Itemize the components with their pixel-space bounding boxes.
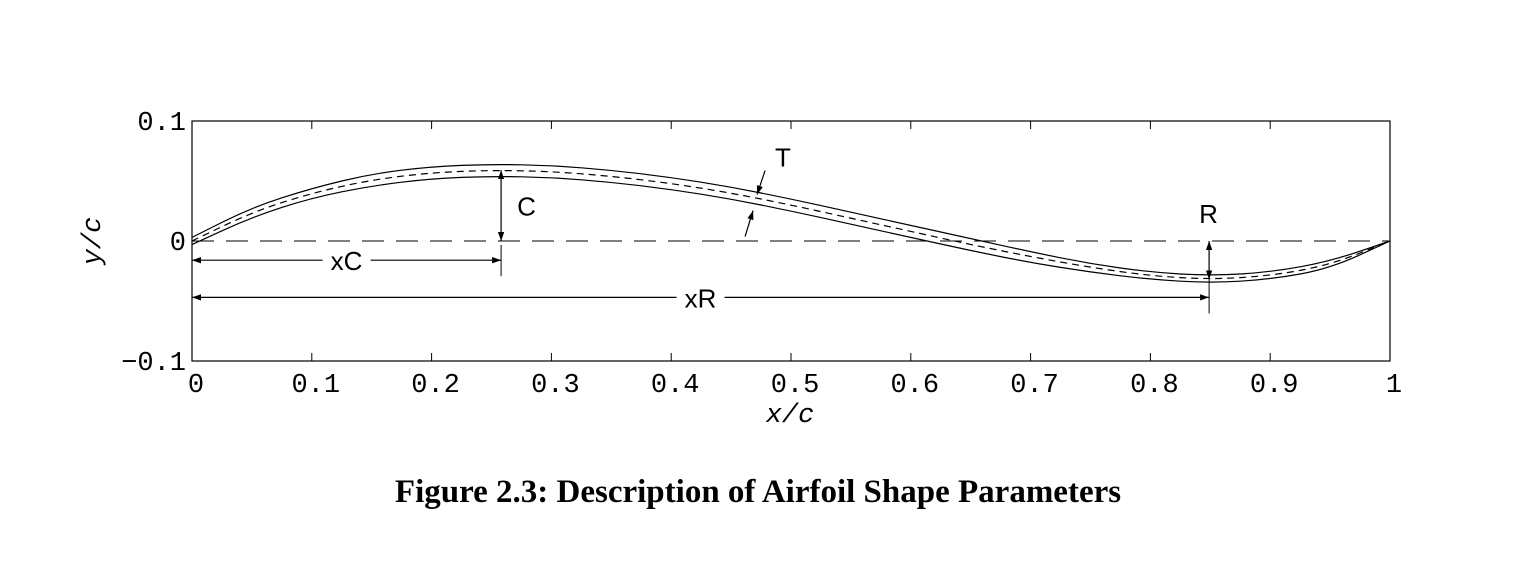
x-axis-label: x/c: [765, 401, 815, 431]
x-tick-label: 0.7: [1010, 371, 1059, 401]
figure-caption: Figure 2.3: Description of Airfoil Shape…: [394, 474, 1122, 510]
y-tick-label: 0.1: [137, 109, 186, 139]
lower-surface-line: [191, 176, 1391, 283]
xc-label: xC: [331, 246, 363, 276]
x-tick-label: 0.8: [1130, 371, 1179, 401]
camber-line: [191, 170, 1391, 280]
x-tick-label: 0.5: [771, 371, 820, 401]
x-tick-label: 0: [188, 371, 204, 401]
xc-label-bg: [322, 247, 371, 274]
x-tick-label: 0.6: [890, 371, 939, 401]
y-tick-label: −0.1: [121, 349, 186, 379]
xr-label-bg: [676, 284, 725, 311]
xr-label: xR: [685, 283, 717, 313]
y-tick-label: 0: [170, 229, 186, 259]
x-tick-label: 0.9: [1250, 371, 1299, 401]
x-tick-label: 0.2: [411, 371, 460, 401]
y-axis-label: y/c: [79, 217, 109, 267]
camber-label: C: [517, 192, 536, 222]
thickness-arrow-bottom: [744, 210, 754, 237]
x-tick-label: 0.4: [651, 371, 700, 401]
thickness-label: T: [775, 143, 791, 173]
annotations: CxC xR R T: [192, 143, 1218, 314]
tick-labels: 0 0.1 0.2 0.3 0.4 0.5 0.6 0.7 0.8 0.9 1−0.100.1: [121, 109, 1402, 401]
reflex-label: R: [1199, 199, 1218, 229]
x-tick-label: 0.3: [531, 371, 580, 401]
x-tick-label: 0.1: [291, 371, 340, 401]
x-tick-label: 1: [1386, 371, 1402, 401]
thickness-arrow-top: [756, 170, 766, 195]
